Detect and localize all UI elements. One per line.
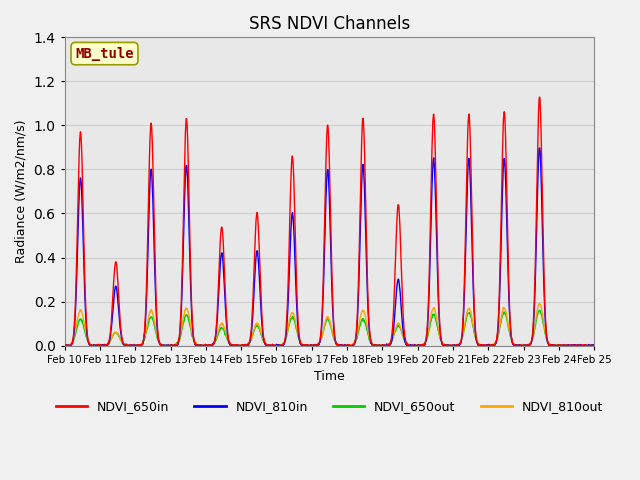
Text: MB_tule: MB_tule	[75, 47, 134, 60]
X-axis label: Time: Time	[314, 370, 345, 383]
Title: SRS NDVI Channels: SRS NDVI Channels	[249, 15, 410, 33]
Legend: NDVI_650in, NDVI_810in, NDVI_650out, NDVI_810out: NDVI_650in, NDVI_810in, NDVI_650out, NDV…	[51, 395, 608, 418]
Y-axis label: Radiance (W/m2/nm/s): Radiance (W/m2/nm/s)	[15, 120, 28, 263]
